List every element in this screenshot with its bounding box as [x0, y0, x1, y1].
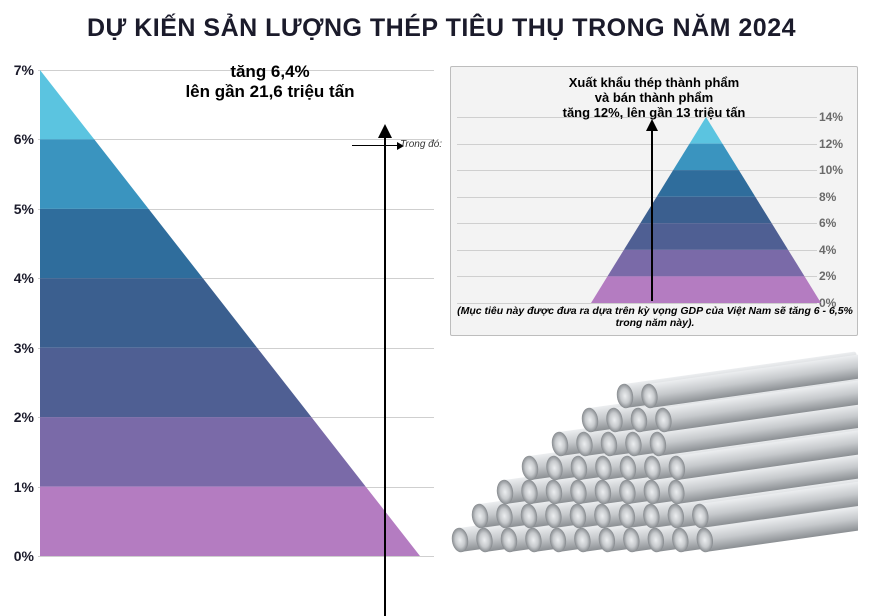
left-axis-tick: 5% [4, 201, 34, 217]
gridline [38, 556, 434, 557]
left-arrow [384, 126, 386, 616]
left-axis-tick: 7% [4, 62, 34, 78]
right-axis-tick: 8% [819, 190, 851, 204]
left-axis-tick: 2% [4, 409, 34, 425]
right-callout-line1: Xuất khẩu thép thành phẩm [451, 75, 857, 90]
right-axis-tick: 2% [819, 269, 851, 283]
right-axis-tick: 10% [819, 163, 851, 177]
left-axis-tick: 1% [4, 479, 34, 495]
right-callout: Xuất khẩu thép thành phẩm và bán thành p… [451, 75, 857, 120]
left-axis-tick: 0% [4, 548, 34, 564]
right-footnote: (Mục tiêu này được đưa ra dựa trên kỳ vọ… [457, 305, 853, 329]
right-callout-line3: tăng 12%, lên gần 13 triệu tấn [451, 105, 857, 120]
gridline [457, 303, 817, 304]
left-pyramid-chart: 0%1%2%3%4%5%6%7% [34, 60, 434, 560]
right-panel: Xuất khẩu thép thành phẩm và bán thành p… [450, 66, 858, 336]
right-axis-tick: 6% [819, 216, 851, 230]
steel-rods-illustration [450, 340, 858, 576]
right-pyramid-svg [591, 117, 821, 303]
right-axis-tick: 4% [819, 243, 851, 257]
left-pyramid-svg [40, 70, 420, 556]
right-axis-tick: 12% [819, 137, 851, 151]
left-axis-tick: 6% [4, 131, 34, 147]
left-axis-tick: 3% [4, 340, 34, 356]
left-axis-tick: 4% [4, 270, 34, 286]
page-title: DỰ KIẾN SẢN LƯỢNG THÉP TIÊU THỤ TRONG NĂ… [0, 14, 883, 43]
right-arrow [651, 121, 653, 301]
right-callout-line2: và bán thành phẩm [451, 90, 857, 105]
right-axis-tick: 0% [819, 296, 851, 310]
